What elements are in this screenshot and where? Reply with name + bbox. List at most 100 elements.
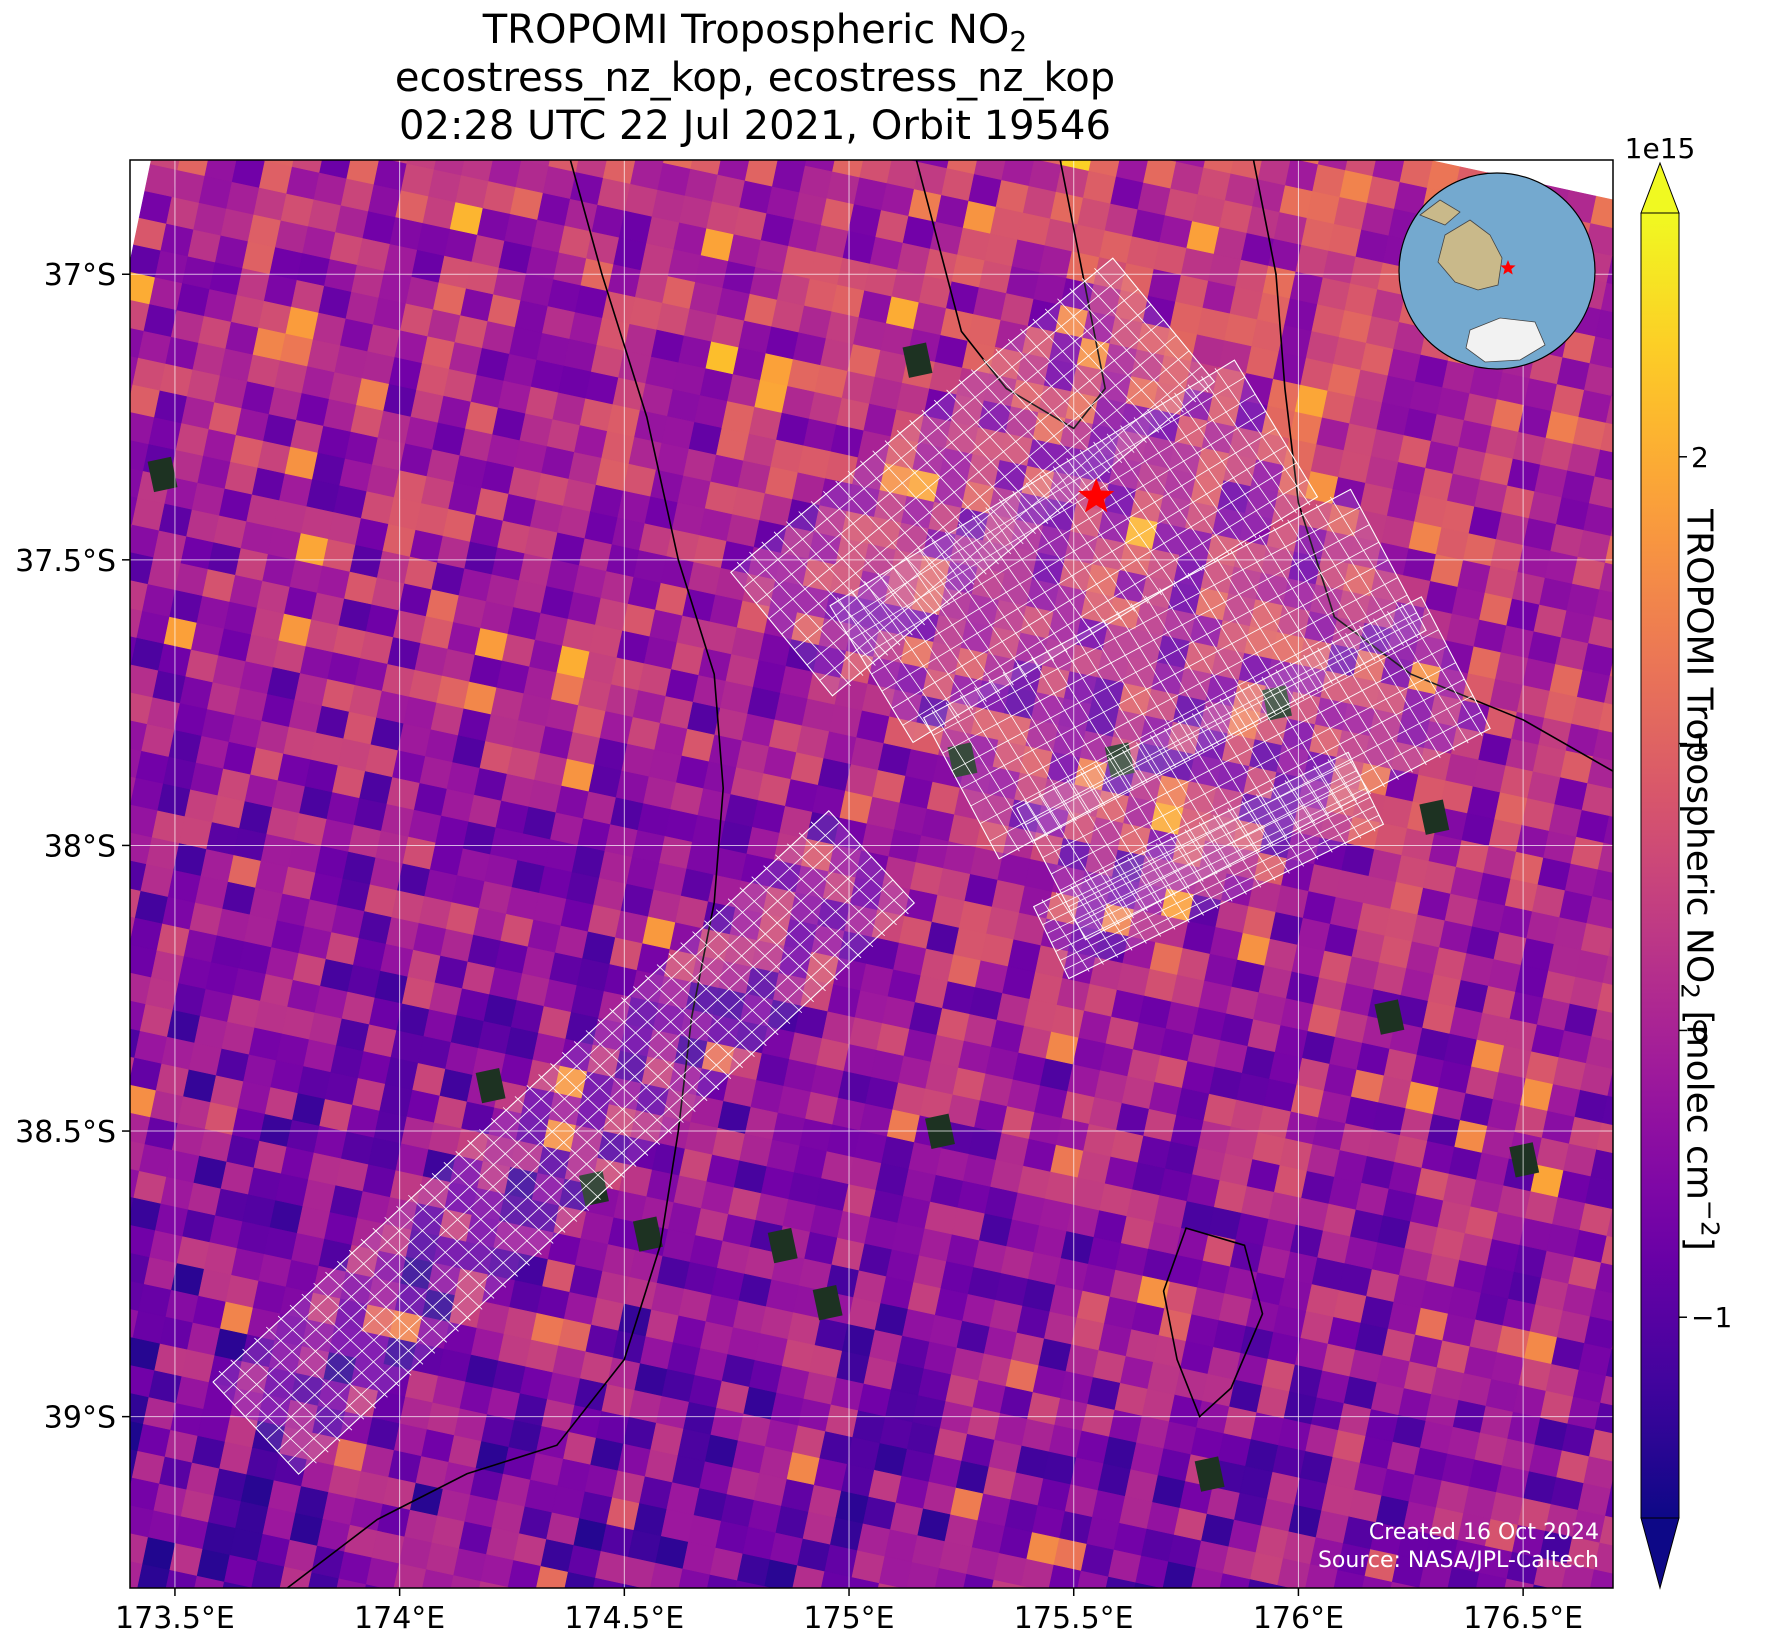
- no2-cell: [73, 1326, 106, 1359]
- no2-cell: [72, 1466, 105, 1499]
- y-tick-label: 38.5°S: [15, 1115, 116, 1150]
- no2-cell: [433, 160, 465, 176]
- no2-cell: [1612, 251, 1613, 257]
- no2-cell: [1605, 1629, 1638, 1639]
- x-tick-label: 174°E: [354, 1601, 445, 1636]
- no2-cell: [708, 61, 741, 94]
- no2-cell: [1593, 1542, 1613, 1574]
- no2-cell: [322, 1632, 355, 1639]
- no2-cell: [497, 1614, 530, 1639]
- no2-cell: [451, 62, 484, 95]
- no2-cell: [1230, 160, 1263, 180]
- no2-cell: [461, 160, 494, 182]
- no2-cell: [653, 50, 686, 83]
- no2-cell: [1599, 1515, 1613, 1546]
- no2-cell: [87, 712, 120, 745]
- no2-cell: [222, 69, 255, 102]
- no2-cell: [1007, 126, 1040, 159]
- no2-cell: [255, 48, 288, 81]
- no2-cell: [928, 1595, 961, 1628]
- no2-cell: [1597, 982, 1613, 1013]
- no2-cell: [721, 1634, 754, 1639]
- no2-cell: [70, 793, 103, 826]
- no2-cell: [150, 160, 181, 171]
- no2-cell: [789, 79, 822, 112]
- no2-cell: [729, 94, 762, 127]
- no2-cell: [1610, 1478, 1613, 1490]
- no2-cell: [1638, 1608, 1671, 1639]
- no2-cell: [566, 59, 599, 92]
- no2-cell: [593, 65, 626, 98]
- no2-cell: [406, 160, 437, 170]
- no2-cell: [811, 112, 844, 145]
- no2-cell: [784, 106, 817, 139]
- no2-cell: [1588, 475, 1613, 509]
- no2-cell: [649, 160, 665, 164]
- no2-cell: [1590, 1148, 1613, 1182]
- no2-cell: [1602, 955, 1613, 985]
- no2-cell: [69, 1073, 102, 1106]
- no2-cell: [663, 160, 693, 169]
- no2-cell: [79, 1299, 112, 1332]
- no2-cell: [130, 663, 132, 673]
- no2-cell: [156, 110, 189, 143]
- no2-cell: [66, 1633, 99, 1639]
- no2-cell: [443, 1602, 476, 1635]
- no2-cell: [83, 1552, 116, 1585]
- no2-cell: [849, 64, 882, 97]
- no2-cell: [1257, 160, 1291, 186]
- no2-cell: [1212, 1600, 1245, 1633]
- no2-cell: [440, 116, 473, 149]
- no2-cell: [1590, 1568, 1613, 1588]
- no2-cell: [675, 82, 708, 115]
- no2-cell: [78, 486, 111, 519]
- no2-cell: [955, 1601, 988, 1634]
- no2-cell: [94, 405, 127, 438]
- credit-source: Source: NASA/JPL-Caltech: [1317, 1548, 1599, 1573]
- no2-cell: [1317, 160, 1348, 171]
- no2-cell: [1606, 255, 1613, 285]
- no2-cell: [609, 124, 642, 157]
- colorbar-body: [1640, 212, 1680, 1519]
- no2-cell: [325, 119, 358, 152]
- no2-cell: [70, 933, 103, 966]
- no2-cell: [77, 1579, 110, 1612]
- no2-cell: [1203, 160, 1234, 174]
- inset-globe: [1398, 172, 1596, 370]
- no2-cell: [473, 95, 506, 128]
- no2-cell: [364, 71, 397, 104]
- no2-cell: [1622, 1548, 1655, 1581]
- no2-cell: [1593, 588, 1613, 621]
- no2-cell: [319, 160, 351, 179]
- no2-cell: [1594, 449, 1613, 481]
- no2-cell: [937, 55, 970, 88]
- colorbar-multiplier: 1e15: [1625, 132, 1696, 165]
- no2-cell: [1586, 895, 1613, 929]
- no2-cell: [1408, 1614, 1441, 1639]
- credit-created: Created 16 Oct 2024: [1368, 1520, 1599, 1545]
- no2-cell: [331, 92, 364, 125]
- no2-cell: [216, 95, 249, 128]
- no2-cell: [301, 1599, 334, 1632]
- no2-cell: [1067, 111, 1100, 144]
- no2-cell: [336, 65, 369, 98]
- x-tick-label: 176°E: [1253, 1601, 1344, 1636]
- no2-cell: [309, 59, 342, 92]
- no2-cell: [507, 1586, 516, 1588]
- no2-cell: [1589, 335, 1613, 369]
- no2-cell: [1605, 1488, 1613, 1518]
- no2-cell: [75, 906, 108, 939]
- no2-cell: [1665, 1614, 1698, 1639]
- no2-cell: [1594, 1402, 1613, 1434]
- no2-cell: [251, 1587, 256, 1588]
- no2-cell: [130, 383, 134, 400]
- y-tick-label: 38°S: [44, 829, 116, 864]
- no2-cell: [295, 1626, 328, 1639]
- no2-cell: [162, 84, 195, 117]
- no2-cell: [445, 89, 478, 122]
- no2-cell: [991, 67, 1024, 100]
- no2-cell: [82, 739, 115, 772]
- no2-cell: [1597, 842, 1613, 873]
- no2-cell: [83, 459, 116, 492]
- no2-cell: [397, 50, 430, 83]
